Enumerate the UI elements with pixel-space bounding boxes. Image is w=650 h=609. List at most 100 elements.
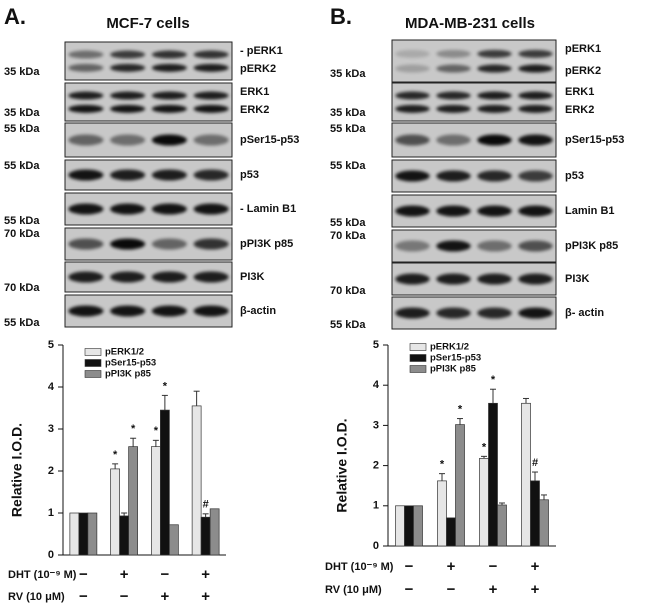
blot-band	[395, 134, 430, 146]
blot-band	[436, 307, 471, 319]
treatment-label: DHT (10⁻⁹ M)	[8, 569, 77, 581]
legend-label: pPI3K p85	[105, 369, 152, 380]
y-tick-label: 3	[48, 423, 54, 435]
blot-band	[151, 238, 187, 250]
blot-band	[68, 104, 104, 113]
blot-band	[193, 134, 229, 146]
y-tick-label: 1	[48, 507, 54, 519]
y-axis-label: Relative I.O.D.	[9, 423, 25, 517]
blot-band	[193, 63, 229, 72]
marker-label: 55 kDa	[330, 123, 366, 135]
bar	[395, 505, 405, 547]
treatment-sign: +	[489, 581, 498, 598]
bar	[539, 499, 549, 547]
blot-band	[193, 104, 229, 113]
significance-marker: *	[482, 441, 487, 453]
y-tick-label: 2	[373, 460, 379, 472]
blot-strip	[391, 82, 557, 122]
marker-label: 55 kDa	[330, 319, 366, 331]
treatment-label: RV (10 μM)	[325, 584, 382, 596]
blot-band	[395, 91, 430, 100]
blot-strip	[64, 41, 233, 81]
band-label: PI3K	[240, 271, 265, 283]
panel-label: A.	[4, 4, 26, 29]
y-tick-label: 5	[373, 339, 379, 351]
blot-band	[193, 50, 229, 59]
blot-band	[518, 240, 553, 252]
blot-band	[395, 49, 430, 58]
bar	[455, 424, 465, 547]
marker-label: 35 kDa	[4, 107, 40, 119]
blot-band	[68, 169, 104, 181]
blot-band	[151, 134, 187, 146]
treatment-sign: −	[79, 588, 88, 605]
blot-band	[395, 240, 430, 252]
marker-label: 35 kDa	[4, 66, 40, 78]
treatment-sign: −	[79, 566, 88, 583]
legend-swatch	[409, 354, 427, 362]
band-label: p53	[565, 170, 584, 182]
band-label: ERK2	[565, 104, 594, 116]
y-tick-label: 0	[48, 549, 54, 561]
band-label: β- actin	[565, 307, 604, 319]
band-label: - Lamin B1	[240, 203, 296, 215]
significance-marker: #	[532, 457, 538, 469]
blot-band	[193, 203, 229, 215]
blot-band	[193, 305, 229, 317]
blot-band	[110, 238, 146, 250]
band-label: - pERK1	[240, 45, 283, 57]
bar	[110, 468, 120, 556]
blot-band	[110, 203, 146, 215]
blot-band	[477, 104, 512, 113]
marker-label: 35 kDa	[330, 68, 366, 80]
blot-band	[110, 305, 146, 317]
blot-band	[518, 170, 553, 182]
y-tick-label: 5	[48, 339, 54, 351]
legend-label: pSer15-p53	[105, 358, 156, 369]
bar	[169, 524, 179, 556]
blot-band	[193, 238, 229, 250]
y-tick-label: 2	[48, 465, 54, 477]
y-tick-label: 3	[373, 419, 379, 431]
blot-band	[518, 64, 553, 73]
panel-title: MCF-7 cells	[106, 15, 189, 32]
blot-band	[151, 91, 187, 100]
blot-band	[477, 91, 512, 100]
y-tick-label: 0	[373, 540, 379, 552]
significance-marker: *	[113, 449, 118, 461]
blot-band	[518, 134, 553, 146]
legend-swatch	[84, 359, 102, 367]
band-label: ERK1	[565, 86, 594, 98]
bar	[497, 504, 507, 547]
y-tick-label: 4	[48, 381, 55, 393]
band-label: pSer15-p53	[565, 134, 624, 146]
blot-band	[68, 91, 104, 100]
blot-band	[68, 203, 104, 215]
blot-band	[68, 50, 104, 59]
blot-band	[68, 305, 104, 317]
blot-band	[110, 169, 146, 181]
bar	[87, 512, 98, 556]
blot-band	[151, 63, 187, 72]
marker-label: 55 kDa	[4, 215, 40, 227]
band-label: ERK2	[240, 104, 269, 116]
blot-band	[151, 305, 187, 317]
blot-band	[436, 273, 471, 285]
blot-band	[436, 170, 471, 182]
panel-label: B.	[330, 4, 352, 29]
y-tick-label: 1	[373, 500, 379, 512]
significance-marker: *	[458, 403, 463, 415]
blot-band	[436, 104, 471, 113]
bar	[78, 512, 89, 556]
blot-band	[193, 169, 229, 181]
treatment-sign: +	[531, 581, 540, 598]
marker-label: 35 kDa	[330, 107, 366, 119]
blot-band	[477, 170, 512, 182]
legend-swatch	[409, 343, 427, 351]
legend-label: pSer15-p53	[430, 353, 481, 364]
treatment-sign: −	[405, 558, 414, 575]
blot-band	[110, 104, 146, 113]
blot-band	[151, 203, 187, 215]
treatment-sign: +	[531, 558, 540, 575]
treatment-sign: −	[447, 581, 456, 598]
